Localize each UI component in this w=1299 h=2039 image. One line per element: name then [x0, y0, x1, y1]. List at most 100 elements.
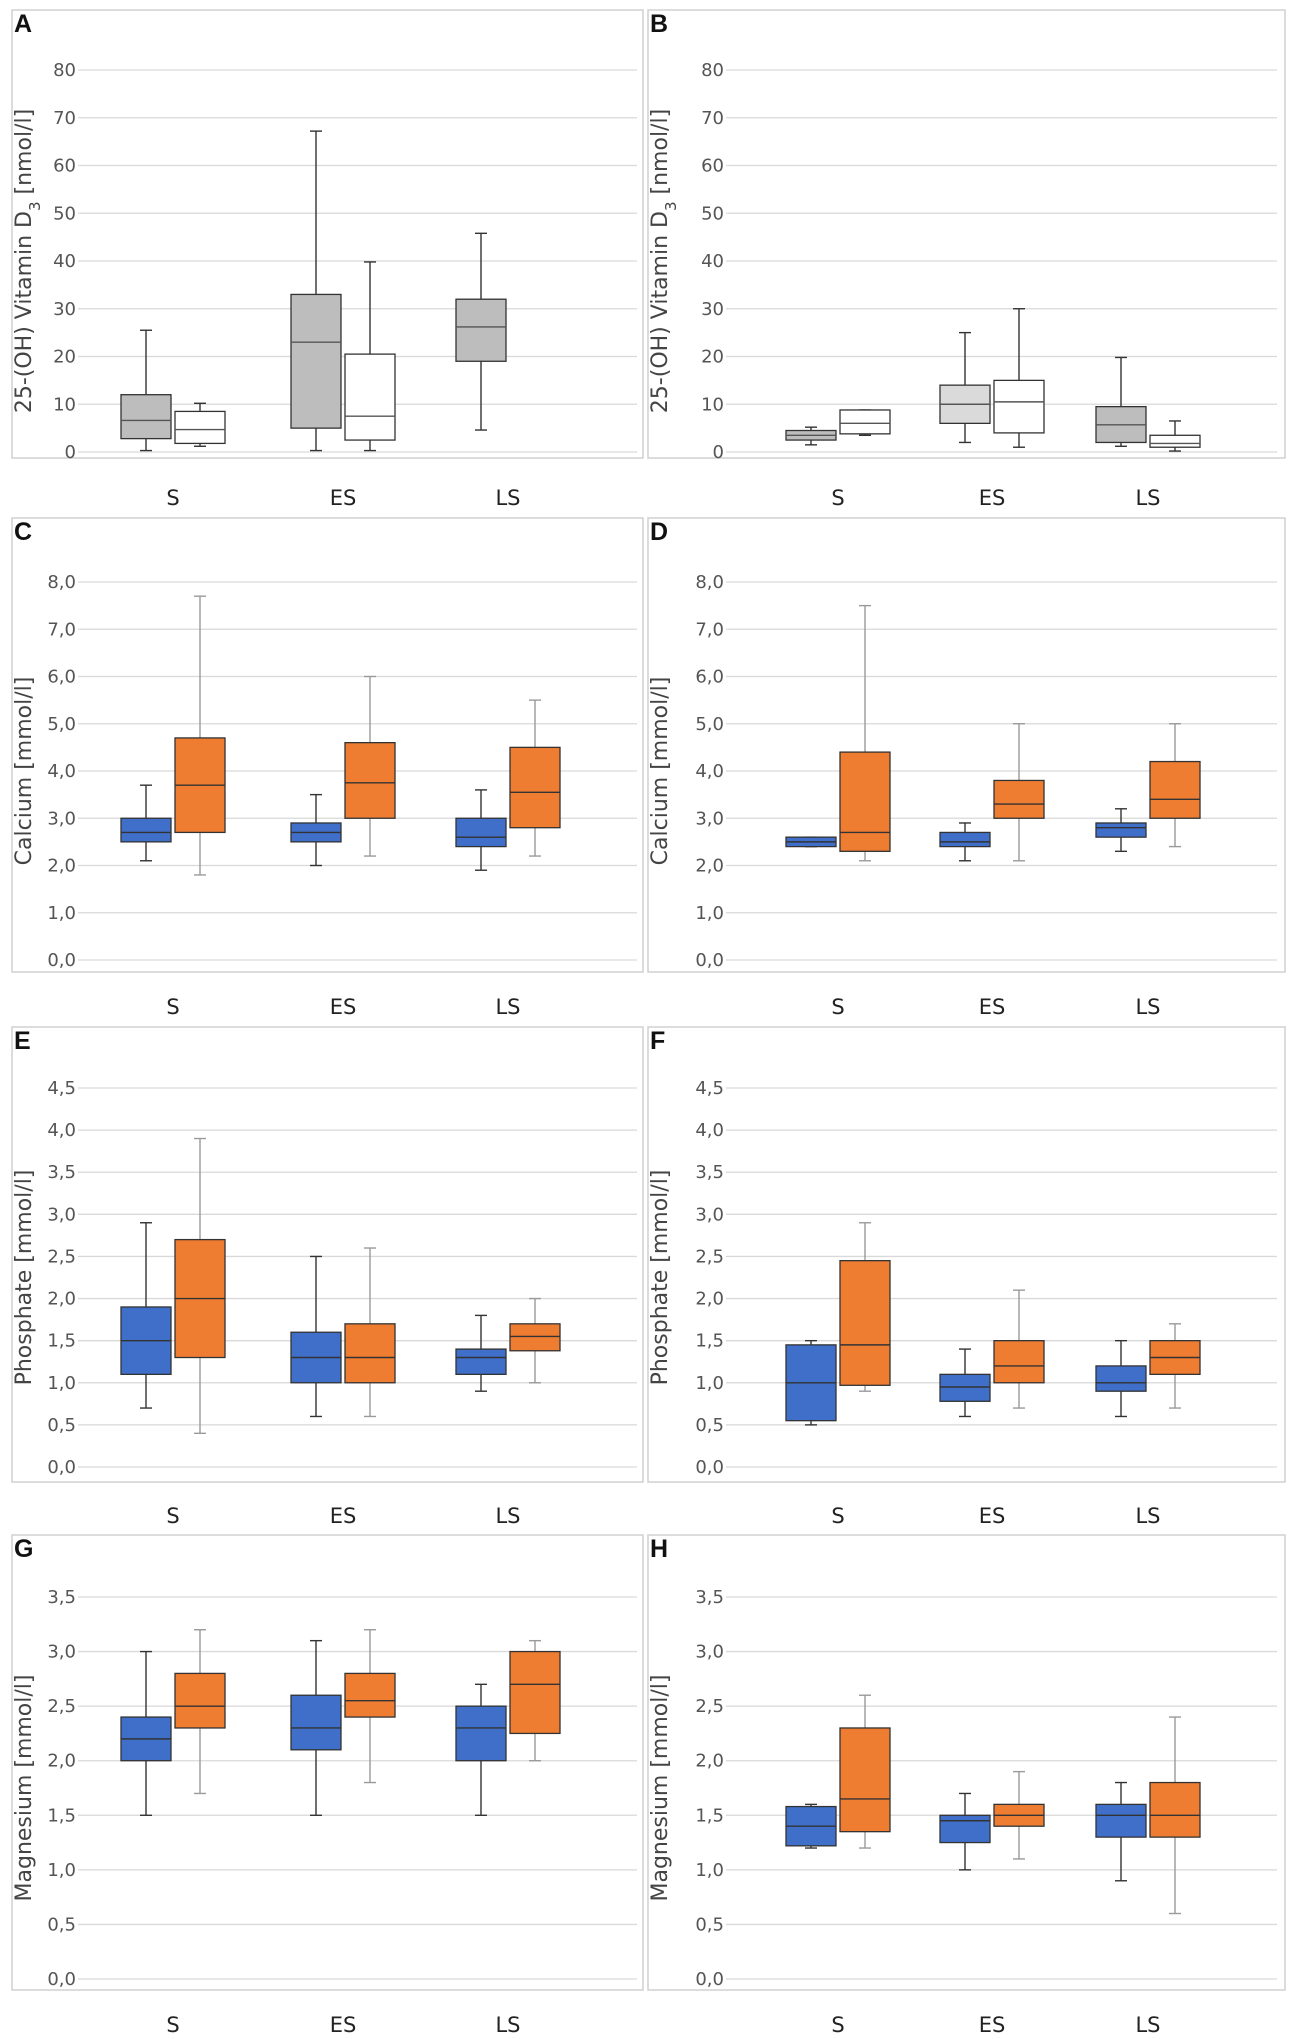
box-h-es-orange [993, 1770, 1045, 1860]
y-axis-title-unit: [nmol/l] [12, 109, 37, 202]
y-tick-label: 30 [53, 299, 76, 320]
box-iqr [344, 1672, 396, 1718]
y-axis-title: Magnesium [mmol/l] [648, 1675, 673, 1902]
box-iqr [174, 1672, 226, 1729]
panel-frame [647, 1534, 1286, 1991]
box-g-ls-blue [455, 1683, 507, 1816]
y-axis-title-main: Phosphate [mmol/l] [12, 1170, 37, 1386]
y-tick-label: 0,0 [695, 950, 724, 971]
y-tick-label: 1,0 [695, 1860, 724, 1881]
x-category-label: LS [1135, 2013, 1160, 2037]
y-tick-label: 1,5 [695, 1805, 724, 1826]
y-tick-label: 2,0 [47, 1289, 76, 1310]
y-tick-label: 50 [701, 203, 724, 224]
box-iqr [939, 831, 991, 848]
box-iqr [509, 1650, 561, 1735]
box-c-s-blue [120, 784, 172, 862]
y-tick-label: 40 [701, 251, 724, 272]
box-d-ls-blue [1095, 808, 1147, 853]
box-iqr [120, 394, 172, 440]
x-category-label: ES [330, 2013, 357, 2037]
y-tick-label: 2,5 [47, 1696, 76, 1717]
box-e-s-blue [120, 1222, 172, 1409]
box-f-s-orange [839, 1222, 891, 1392]
y-axis-title-main: Phosphate [mmol/l] [648, 1170, 673, 1386]
box-b-s-white [839, 409, 891, 436]
box-iqr [290, 1694, 342, 1751]
box-iqr [939, 1814, 991, 1844]
box-iqr [839, 751, 891, 852]
y-axis-title-main: Calcium [mmol/l] [648, 677, 673, 866]
y-axis-title-unit: [nmol/l] [648, 109, 673, 202]
y-tick-label: 50 [53, 203, 76, 224]
y-tick-label: 0,5 [695, 1914, 724, 1935]
box-b-es-lightgrey [939, 331, 991, 444]
y-tick-label: 1,0 [695, 903, 724, 924]
y-tick-label: 4,0 [47, 761, 76, 782]
box-e-ls-orange [509, 1297, 561, 1384]
x-category-label: LS [1135, 486, 1160, 510]
x-category-label: LS [495, 2013, 520, 2037]
y-axis-title: Magnesium [mmol/l] [12, 1675, 37, 1902]
box-e-ls-blue [455, 1314, 507, 1392]
box-g-s-orange [174, 1629, 226, 1795]
box-b-es-white [993, 308, 1045, 448]
y-tick-label: 3,0 [47, 808, 76, 829]
panel-frame [11, 1026, 644, 1483]
box-iqr [344, 742, 396, 819]
y-tick-label: 10 [53, 394, 76, 415]
box-h-es-blue [939, 1792, 991, 1871]
panel-letter: D [650, 518, 668, 546]
y-axis-title: 25-(OH) Vitamin D3 [nmol/l] [648, 109, 680, 413]
panel-f: F 0,0 0,5 1,0 1,5 2,0 2,5 3,0 3,5 4,0 4,5 Phosphate… [647, 1026, 1286, 1528]
y-tick-label: 4,0 [695, 1120, 724, 1141]
y-tick-label: 3,0 [47, 1204, 76, 1225]
x-category-label: ES [979, 1504, 1006, 1528]
y-tick-label: 0,5 [47, 1415, 76, 1436]
box-f-ls-orange [1149, 1323, 1201, 1409]
box-iqr [939, 1373, 991, 1402]
box-c-ls-blue [455, 789, 507, 871]
y-tick-label: 8,0 [695, 572, 724, 593]
y-tick-label: 3,5 [695, 1162, 724, 1183]
box-d-s-blue [785, 836, 837, 848]
y-tick-label: 4,0 [695, 761, 724, 782]
y-axis-title-main: 25-(OH) Vitamin D [12, 211, 37, 413]
box-a-es-grey [290, 130, 342, 452]
y-axis-title-main: Magnesium [mmol/l] [12, 1675, 37, 1902]
box-e-s-orange [174, 1137, 226, 1435]
y-tick-label: 3,5 [47, 1162, 76, 1183]
y-tick-label: 8,0 [47, 572, 76, 593]
box-a-s-grey [120, 329, 172, 452]
panel-frame [647, 1026, 1286, 1483]
y-tick-label: 1,5 [47, 1331, 76, 1352]
box-f-ls-blue [1095, 1339, 1147, 1418]
box-e-es-blue [290, 1255, 342, 1418]
panel-a: A 0 10 20 30 40 50 60 70 80 25-(OH) Vitamin D3 [nm… [11, 9, 644, 510]
y-tick-label: 5,0 [47, 714, 76, 735]
box-iqr [993, 779, 1045, 819]
y-tick-label: 70 [701, 108, 724, 129]
box-d-es-orange [993, 723, 1045, 862]
box-iqr [993, 1340, 1045, 1384]
panel-d: D 0,0 1,0 2,0 3,0 4,0 5,0 6,0 7,0 8,0 Calcium [mmo… [647, 517, 1286, 1019]
box-d-s-orange [839, 604, 891, 862]
y-axis-title-subscript: 3 [26, 201, 44, 211]
y-tick-label: 3,5 [47, 1587, 76, 1608]
box-iqr [839, 1260, 891, 1386]
x-category-label: ES [979, 2013, 1006, 2037]
x-category-label: ES [979, 995, 1006, 1019]
panel-frame [647, 517, 1286, 973]
y-axis-title-main: 25-(OH) Vitamin D [648, 211, 673, 413]
box-iqr [1149, 760, 1201, 819]
y-axis-title-main: Magnesium [mmol/l] [648, 1675, 673, 1902]
x-category-label: S [166, 995, 179, 1019]
box-h-s-orange [839, 1694, 891, 1849]
panel-e: E 0,0 0,5 1,0 1,5 2,0 2,5 3,0 3,5 4,0 4,5 Phosphate… [11, 1026, 644, 1528]
box-c-es-orange [344, 675, 396, 857]
box-iqr [1095, 822, 1147, 838]
panel-frame [647, 9, 1286, 459]
y-tick-label: 2,0 [695, 1289, 724, 1310]
box-iqr [1149, 434, 1201, 448]
x-category-label: ES [330, 995, 357, 1019]
